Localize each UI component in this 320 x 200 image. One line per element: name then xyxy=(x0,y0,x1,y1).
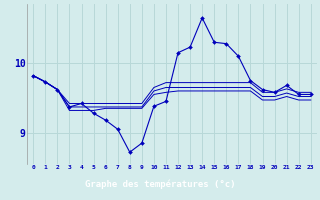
Text: Graphe des températures (°c): Graphe des températures (°c) xyxy=(85,179,235,189)
